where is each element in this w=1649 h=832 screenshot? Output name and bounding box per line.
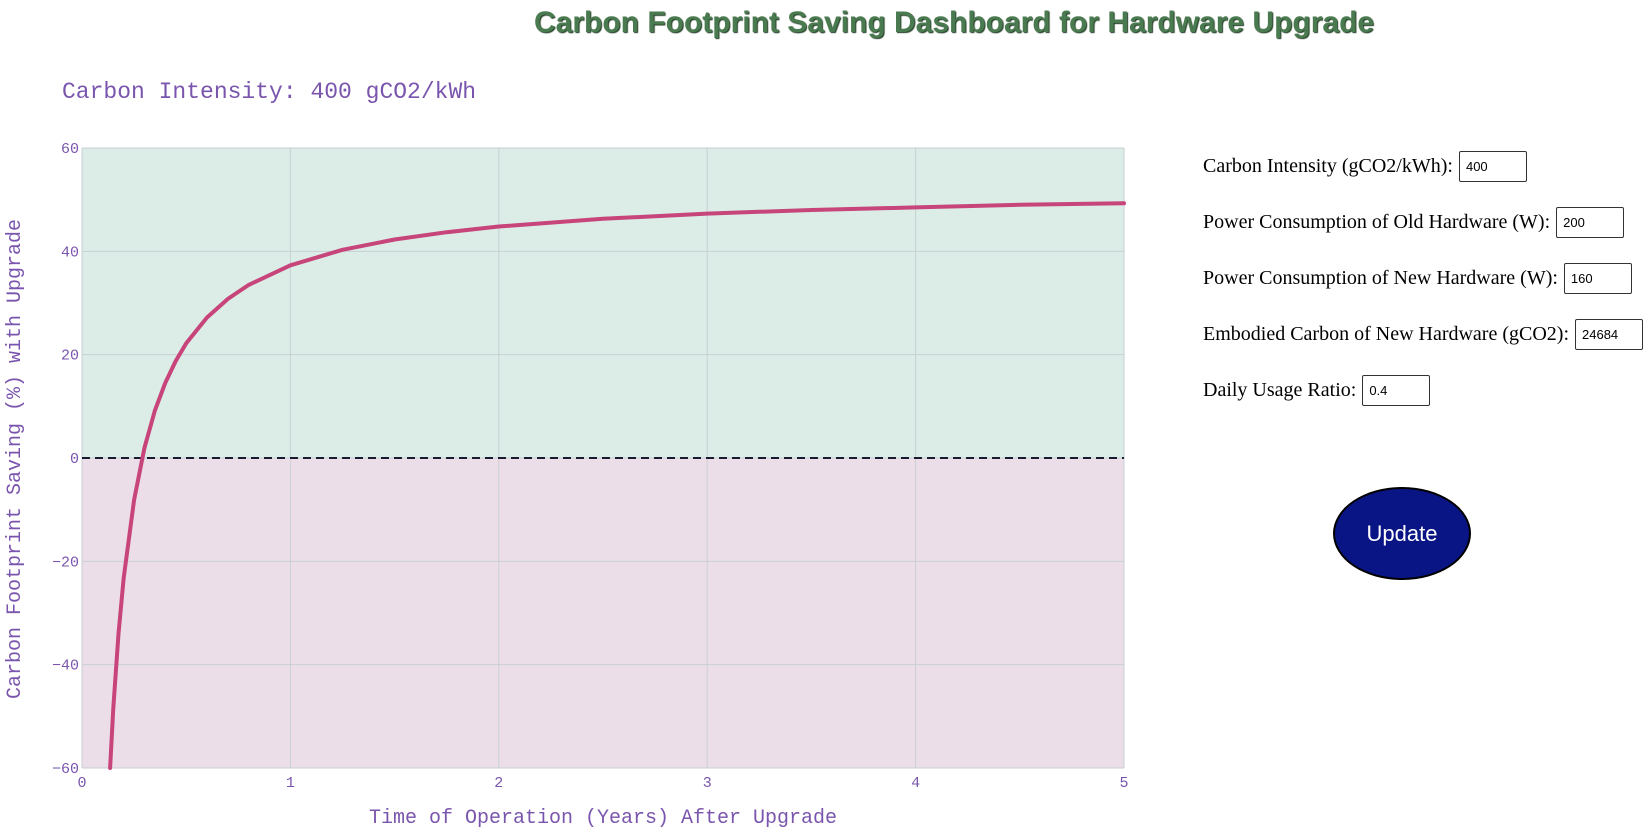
y-tick-label: −20	[52, 554, 79, 571]
old-power-label: Power Consumption of Old Hardware (W):	[1203, 210, 1551, 233]
x-tick-label: 4	[911, 775, 920, 792]
x-tick-label: 3	[703, 775, 712, 792]
saving-chart: Carbon Intensity: 400 gCO2/kWh 0 1 2 3 4 5 −60…	[4, 79, 1129, 830]
new-power-input[interactable]	[1563, 262, 1632, 294]
new-power-control: Power Consumption of New Hardware (W):	[1203, 258, 1632, 298]
carbon-intensity-control: Carbon Intensity (gCO2/kWh):	[1203, 146, 1527, 186]
negative-region	[82, 458, 1124, 768]
y-tick-label: −40	[52, 658, 79, 675]
y-tick-label: 40	[61, 244, 79, 261]
daily-usage-control: Daily Usage Ratio:	[1203, 370, 1431, 410]
x-axis-label: Time of Operation (Years) After Upgrade	[369, 807, 837, 830]
old-power-input[interactable]	[1556, 206, 1625, 238]
old-power-control: Power Consumption of Old Hardware (W):	[1203, 202, 1625, 242]
embodied-carbon-input[interactable]	[1575, 318, 1644, 350]
y-axis-label: Carbon Footprint Saving (%) with Upgrade	[4, 219, 27, 699]
y-tick-label: 60	[61, 141, 79, 158]
saving-series-line	[108, 201, 1126, 770]
x-tick-label: 2	[494, 775, 503, 792]
y-tick-label: 0	[70, 451, 79, 468]
daily-usage-input[interactable]	[1362, 374, 1431, 406]
carbon-intensity-input[interactable]	[1458, 150, 1527, 182]
x-tick-label: 1	[286, 775, 295, 792]
daily-usage-label: Daily Usage Ratio:	[1203, 378, 1357, 401]
x-tick-label: 5	[1119, 775, 1128, 792]
x-tick-label: 0	[77, 775, 86, 792]
y-tick-label: −60	[52, 761, 79, 778]
new-power-label: Power Consumption of New Hardware (W):	[1203, 266, 1558, 289]
carbon-intensity-label: Carbon Intensity (gCO2/kWh):	[1203, 154, 1453, 177]
positive-region	[82, 148, 1124, 458]
embodied-carbon-label: Embodied Carbon of New Hardware (gCO2):	[1203, 322, 1570, 345]
y-tick-label: 20	[61, 348, 79, 365]
update-button[interactable]: Update	[1333, 487, 1471, 580]
embodied-carbon-control: Embodied Carbon of New Hardware (gCO2):	[1203, 314, 1644, 354]
page-title: Carbon Footprint Saving Dashboard for Ha…	[534, 6, 1375, 39]
chart-title: Carbon Intensity: 400 gCO2/kWh	[62, 79, 476, 105]
